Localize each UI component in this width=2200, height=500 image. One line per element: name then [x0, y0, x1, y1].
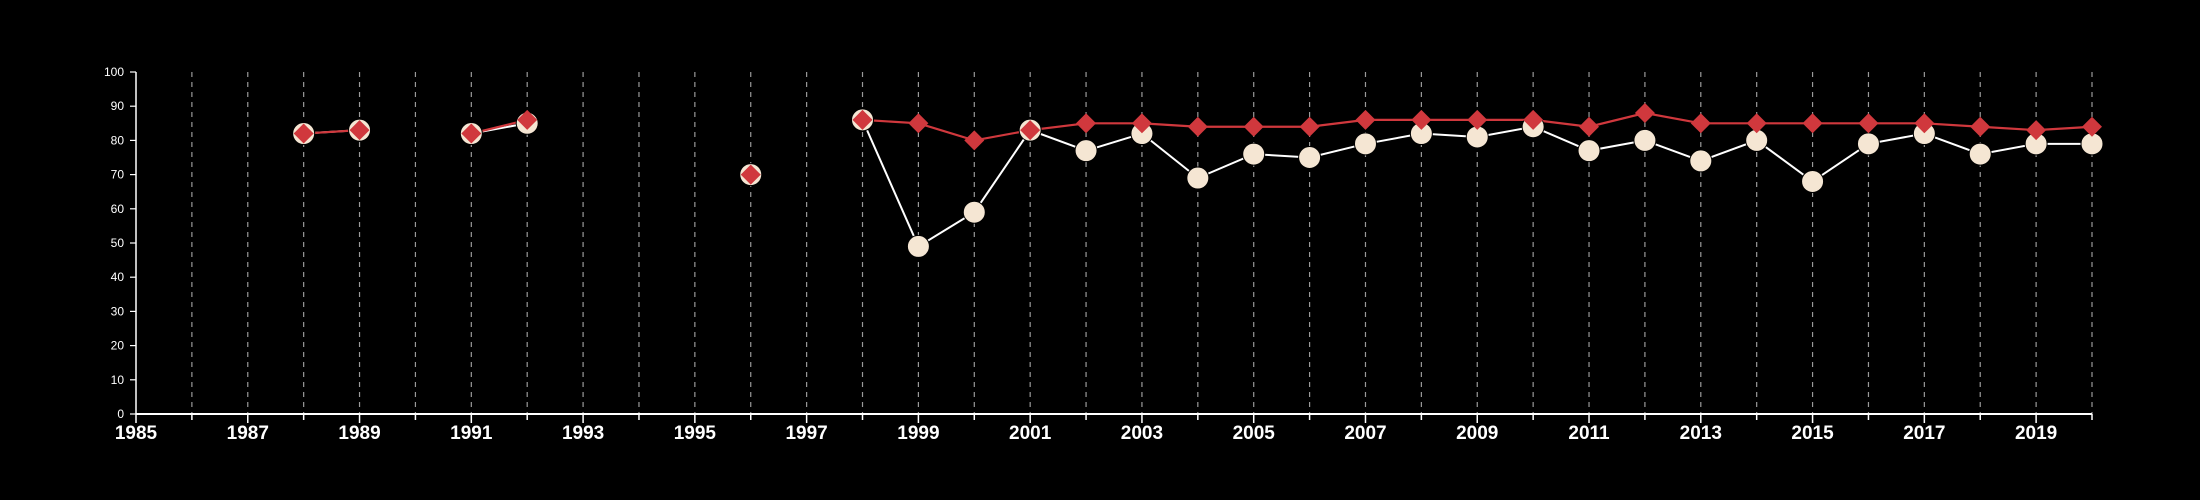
diamond-marker [908, 113, 929, 134]
diamond-marker [964, 130, 985, 151]
circle-marker [1856, 132, 1880, 156]
y-tick-label: 40 [111, 270, 125, 284]
y-tick-label: 20 [111, 339, 125, 353]
x-tick-label: 2015 [1791, 423, 1834, 444]
circle-marker [1353, 132, 1377, 156]
y-tick-label: 0 [117, 407, 124, 421]
y-tick-label: 50 [111, 236, 125, 250]
x-tick-label: 2019 [2015, 423, 2057, 444]
circle-marker [1577, 139, 1601, 163]
y-tick-label: 100 [104, 65, 124, 79]
axes: 0 10 20 30 40 50 60 70 80 90 100 1985 1987 1989 1991 19… [104, 65, 2093, 444]
circle-marker [1801, 169, 1825, 193]
diamond-marker [349, 120, 370, 141]
x-tick-label: 1995 [674, 423, 717, 444]
circle-marker [1968, 142, 1992, 166]
circle-marker [1074, 139, 1098, 163]
diamond-marker [293, 123, 314, 144]
diamond-marker [1746, 113, 1767, 134]
circle-marker [906, 234, 930, 258]
y-tick-label: 80 [111, 133, 125, 147]
y-tick-label: 30 [111, 304, 125, 318]
x-tick-label: 1999 [897, 423, 939, 444]
x-tick-label: 1985 [115, 423, 158, 444]
diamond-marker [2026, 120, 2047, 141]
y-tick-label: 70 [111, 168, 125, 182]
diamond-marker [1187, 116, 1208, 137]
circle-marker [1633, 128, 1657, 152]
series-markers [292, 103, 2104, 258]
x-tick-label: 1991 [450, 423, 493, 444]
x-tick-label: 2007 [1344, 423, 1386, 444]
diamond-marker [1467, 109, 1488, 130]
y-tick-label: 60 [111, 202, 125, 216]
x-tick-label: 2011 [1568, 423, 1610, 444]
x-tick-label: 2017 [1903, 423, 1945, 444]
x-tick-label: 1997 [785, 423, 827, 444]
diamond-marker [1299, 116, 1320, 137]
diamond-marker [517, 109, 538, 130]
circle-marker [962, 200, 986, 224]
x-tick-label: 2003 [1121, 423, 1163, 444]
diamond-marker [1690, 113, 1711, 134]
diamond-marker [1970, 116, 1991, 137]
diamond-marker [1076, 113, 1097, 134]
diamond-marker [1579, 116, 1600, 137]
circle-marker [1689, 149, 1713, 173]
y-tick-label: 10 [111, 373, 125, 387]
diamond-marker [1523, 109, 1544, 130]
diamond-marker [461, 123, 482, 144]
x-tick-label: 1993 [562, 423, 604, 444]
x-tick-label: 2005 [1233, 423, 1276, 444]
diamond-marker [852, 109, 873, 130]
diamond-marker [1914, 113, 1935, 134]
diamond-marker [1634, 103, 1655, 124]
x-tick-label: 2001 [1009, 423, 1052, 444]
x-tick-label: 2013 [1680, 423, 1722, 444]
diamond-marker [1243, 116, 1264, 137]
diamond-marker [1411, 109, 1432, 130]
diamond-marker [2082, 116, 2102, 137]
y-tick-label: 90 [111, 99, 125, 113]
x-tick-label: 2009 [1456, 423, 1498, 444]
x-tick-label: 1987 [227, 423, 269, 444]
diamond-marker [1802, 113, 1823, 134]
circle-marker [1298, 146, 1322, 169]
diamond-marker [740, 164, 761, 185]
circle-marker [1242, 142, 1266, 166]
x-tick-label: 1989 [338, 423, 380, 444]
diamond-marker [1020, 120, 1041, 141]
grid-lines [191, 72, 2093, 414]
diamond-marker [1355, 109, 1376, 130]
diamond-marker [1858, 113, 1879, 134]
circle-marker [1186, 166, 1210, 190]
diamond-marker [1131, 113, 1152, 134]
